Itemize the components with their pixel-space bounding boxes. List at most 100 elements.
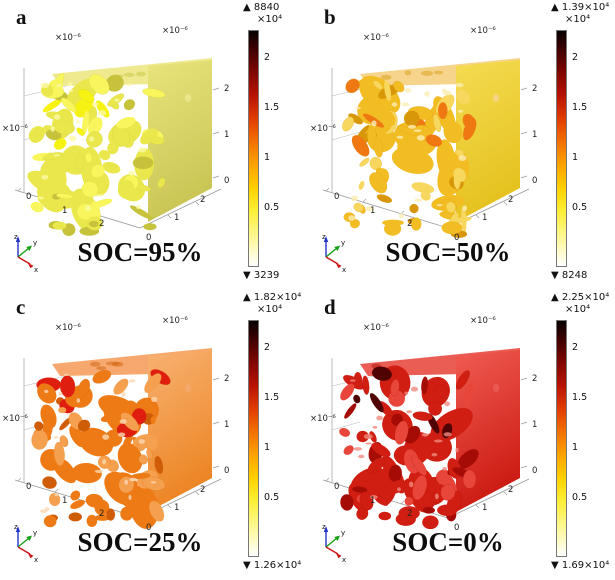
axis-exponent-top-left: ×10⁻⁶ [363, 33, 389, 43]
axis-tick-label: 0 [224, 466, 230, 476]
axis-tick-label: 2 [508, 195, 514, 205]
colorbar-tick-label: 1.5 [264, 102, 280, 113]
axis-tick-label: 2 [224, 84, 230, 94]
colorbar-max-label: ▲ 1.39×10⁴ [551, 2, 610, 13]
axis-tick-label: 2 [407, 219, 413, 229]
colorbar-tick-label: 1 [572, 152, 579, 163]
triad-y-label: y [341, 239, 345, 247]
axis-tick-label: 0 [532, 466, 538, 476]
axis-tick-label: 2 [532, 84, 538, 94]
triad-y-label: y [341, 529, 345, 537]
axis-exponent-top-left: ×10⁻⁶ [363, 323, 389, 333]
isosurface-plot [322, 348, 530, 530]
colorbar-tick-label: 1.5 [572, 102, 588, 113]
axis-exponent-top-left: ×10⁻⁶ [55, 323, 81, 333]
axis-tick-label: 2 [200, 195, 206, 205]
colorbar-tick-label: 1 [264, 152, 271, 163]
colorbar-max-label: ▲ 2.25×10⁴ [551, 292, 610, 303]
colorbar-gradient [248, 320, 259, 557]
colorbar-tick-label: 1.5 [572, 392, 588, 403]
colorbar-tick-label: 1 [264, 442, 271, 453]
panel-b: b ×10⁻⁶ ×10⁻⁶ ×10⁻⁶ 0 1 2 0 1 2 2 1 0 z y x SOC=50… [308, 0, 615, 290]
triad-z-label: z [322, 233, 326, 241]
axis-exponent-top-right: ×10⁻⁶ [162, 316, 188, 326]
colorbar-gradient [248, 30, 259, 267]
triad-z-label: z [14, 523, 18, 531]
axis-tick-label: 0 [454, 233, 460, 243]
panel-letter: d [324, 295, 336, 319]
soc-caption: SOC=50% [385, 237, 511, 267]
colorbar-min-label: ▼ 3239 [243, 270, 280, 281]
colorbar-scale-label: ×10⁴ [257, 304, 283, 315]
axis-tick-label: 1 [370, 206, 376, 216]
panel-letter: c [16, 295, 26, 319]
axis-exponent-left: ×10⁻⁶ [310, 414, 336, 424]
axis-tick-label: 0 [26, 482, 32, 492]
axis-exponent-top-left: ×10⁻⁶ [55, 33, 81, 43]
axis-tick-label: 1 [62, 496, 68, 506]
axis-tick-label: 1 [482, 503, 488, 513]
triad-x-label: x [342, 556, 346, 563]
axis-exponent-top-right: ×10⁻⁶ [470, 316, 496, 326]
colorbar-min-label: ▼ 1.69×10⁴ [551, 560, 610, 571]
triad-x-label: x [34, 556, 38, 563]
axis-tick-label: 0 [454, 523, 460, 533]
colorbar-tick-label: 0.5 [264, 492, 280, 503]
colorbar-scale-label: ×10⁴ [257, 14, 283, 25]
colorbar-tick-label: 0.5 [572, 492, 588, 503]
axis-tick-label: 2 [99, 219, 105, 229]
axis-tick-label: 2 [407, 509, 413, 519]
axis-tick-label: 1 [532, 130, 538, 140]
axis-exponent-left: ×10⁻⁶ [2, 414, 28, 424]
isosurface-plot [14, 348, 222, 529]
colorbar-min-label: ▼ 8248 [551, 270, 588, 281]
colorbar-scale-label: ×10⁴ [565, 14, 591, 25]
axis-tick-label: 1 [532, 420, 538, 430]
axis-tick-label: 1 [174, 213, 180, 223]
colorbar-tick-label: 0.5 [264, 202, 280, 213]
axis-exponent-left: ×10⁻⁶ [310, 124, 336, 134]
axis-exponent-left: ×10⁻⁶ [2, 124, 28, 134]
axis-tick-label: 1 [224, 420, 230, 430]
axis-tick-label: 1 [482, 213, 488, 223]
colorbar-tick-label: 0.5 [572, 202, 588, 213]
isosurface-plot [14, 58, 222, 237]
triad-z-label: z [322, 523, 326, 531]
panel-letter: b [324, 5, 336, 29]
axis-tick-label: 2 [224, 374, 230, 384]
panel-a: a ×10⁻⁶ ×10⁻⁶ ×10⁻⁶ 0 1 2 0 1 2 2 1 0 z y x SOC=95… [0, 0, 307, 290]
colorbar-tick-label: 1.5 [264, 392, 280, 403]
soc-caption: SOC=95% [77, 237, 203, 267]
isosurface-plot [322, 58, 530, 238]
colorbar-tick-label: 2 [264, 52, 271, 63]
axis-tick-label: 0 [532, 176, 538, 186]
triad-x-label: x [342, 266, 346, 273]
triad-x-label: x [34, 266, 38, 273]
axis-tick-label: 0 [334, 482, 340, 492]
colorbar-max-label: ▲ 1.82×10⁴ [243, 292, 302, 303]
axis-tick-label: 1 [370, 496, 376, 506]
axis-tick-label: 2 [99, 509, 105, 519]
colorbar-tick-label: 2 [572, 342, 579, 353]
panel-letter: a [16, 5, 27, 29]
axis-tick-label: 2 [532, 374, 538, 384]
axis-tick-label: 1 [174, 503, 180, 513]
axis-tick-label: 0 [26, 192, 32, 202]
colorbar-gradient [556, 30, 567, 267]
axis-tick-label: 2 [200, 485, 206, 495]
axis-triad-icon: z y x [322, 523, 346, 563]
axis-tick-label: 0 [334, 192, 340, 202]
axis-tick-label: 1 [224, 130, 230, 140]
axis-triad-icon: z y x [14, 523, 38, 563]
colorbar-min-label: ▼ 1.26×10⁴ [243, 560, 302, 571]
axis-tick-label: 0 [224, 176, 230, 186]
axis-triad-icon: z y x [14, 233, 38, 273]
colorbar-tick-label: 1 [572, 442, 579, 453]
axis-triad-icon: z y x [322, 233, 346, 273]
panel-d: d ×10⁻⁶ ×10⁻⁶ ×10⁻⁶ 0 1 2 0 1 2 2 1 0 z y x SOC=0%… [308, 290, 615, 580]
colorbar-tick-label: 2 [572, 52, 579, 63]
colorbar-gradient [556, 320, 567, 557]
triad-y-label: y [33, 529, 37, 537]
soc-caption: SOC=25% [77, 527, 203, 557]
